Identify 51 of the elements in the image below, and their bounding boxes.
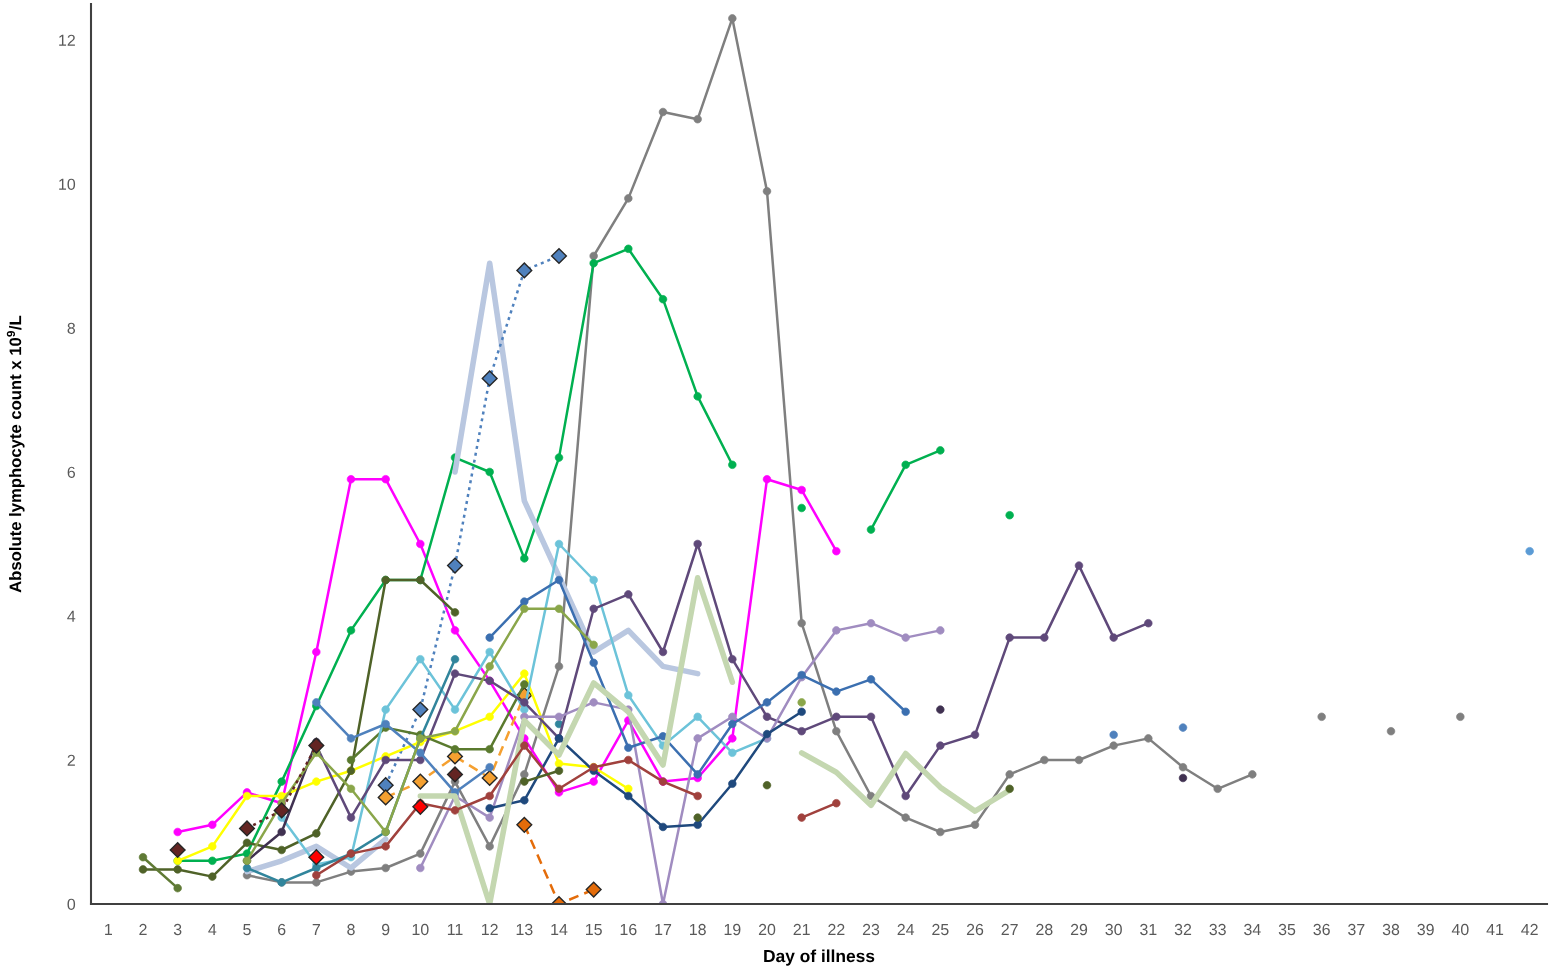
x-tick-label: 24 (897, 923, 915, 936)
x-tick-label: 35 (1278, 923, 1296, 936)
x-tick-label: 39 (1417, 923, 1434, 936)
x-tick-label: 32 (1174, 923, 1192, 936)
x-tick-label: 38 (1382, 923, 1400, 936)
x-tick-label: 1 (105, 924, 112, 936)
y-tick-label: 6 (67, 466, 76, 478)
x-tick-label: 3 (173, 923, 182, 936)
x-tick-label: 15 (586, 924, 602, 936)
x-tick-label: 14 (551, 924, 568, 936)
x-tick-label: 19 (724, 923, 741, 936)
x-tick-label: 17 (655, 924, 672, 936)
x-tick-label: 4 (208, 924, 217, 936)
x-tick-label: 16 (620, 923, 637, 936)
x-tick-label: 37 (1348, 923, 1365, 936)
x-tick-label: 11 (447, 924, 463, 936)
y-tick-label: 12 (59, 34, 75, 46)
x-tick-label: 25 (932, 923, 949, 936)
x-tick-label: 29 (1070, 923, 1088, 936)
x-tick-label: 5 (243, 924, 251, 936)
y-tick-label: 8 (67, 322, 76, 334)
y-tick-label: 4 (67, 610, 76, 622)
x-tick-label: 10 (412, 923, 429, 936)
x-tick-label: 30 (1105, 923, 1122, 936)
x-tick-label: 12 (482, 923, 498, 936)
x-tick-label: 26 (966, 923, 984, 936)
x-tick-label: 6 (278, 923, 286, 936)
x-tick-label: 41 (1486, 924, 1504, 936)
y-axis-title: Absolute lymphocyte count x 10$^{9}$/L (6, 315, 25, 593)
x-tick-label: 8 (347, 923, 355, 936)
x-tick-label: 21 (793, 923, 810, 936)
y-tick-label: 2 (67, 754, 75, 766)
x-tick-label: 31 (1140, 923, 1157, 936)
x-tick-label: 42 (1521, 923, 1538, 936)
x-axis-title: Day of illness (764, 949, 875, 966)
x-tick-label: 36 (1313, 923, 1330, 936)
x-tick-label: 40 (1451, 923, 1469, 936)
x-tick-label: 13 (516, 923, 533, 936)
x-tick-label: 2 (139, 923, 147, 936)
x-tick-label: 33 (1209, 923, 1226, 936)
x-tick-label: 23 (862, 923, 880, 936)
x-tick-label: 34 (1244, 923, 1261, 936)
y-tick-label: 10 (59, 178, 76, 190)
x-tick-label: 9 (381, 923, 390, 936)
x-tick-label: 22 (828, 923, 845, 936)
x-tick-label: 28 (1036, 923, 1053, 936)
y-tick-label: 0 (67, 898, 76, 910)
x-tick-label: 20 (758, 923, 776, 936)
x-tick-label: 18 (690, 923, 706, 936)
x-tick-label: 27 (1001, 923, 1018, 936)
x-tick-label: 7 (312, 924, 320, 936)
